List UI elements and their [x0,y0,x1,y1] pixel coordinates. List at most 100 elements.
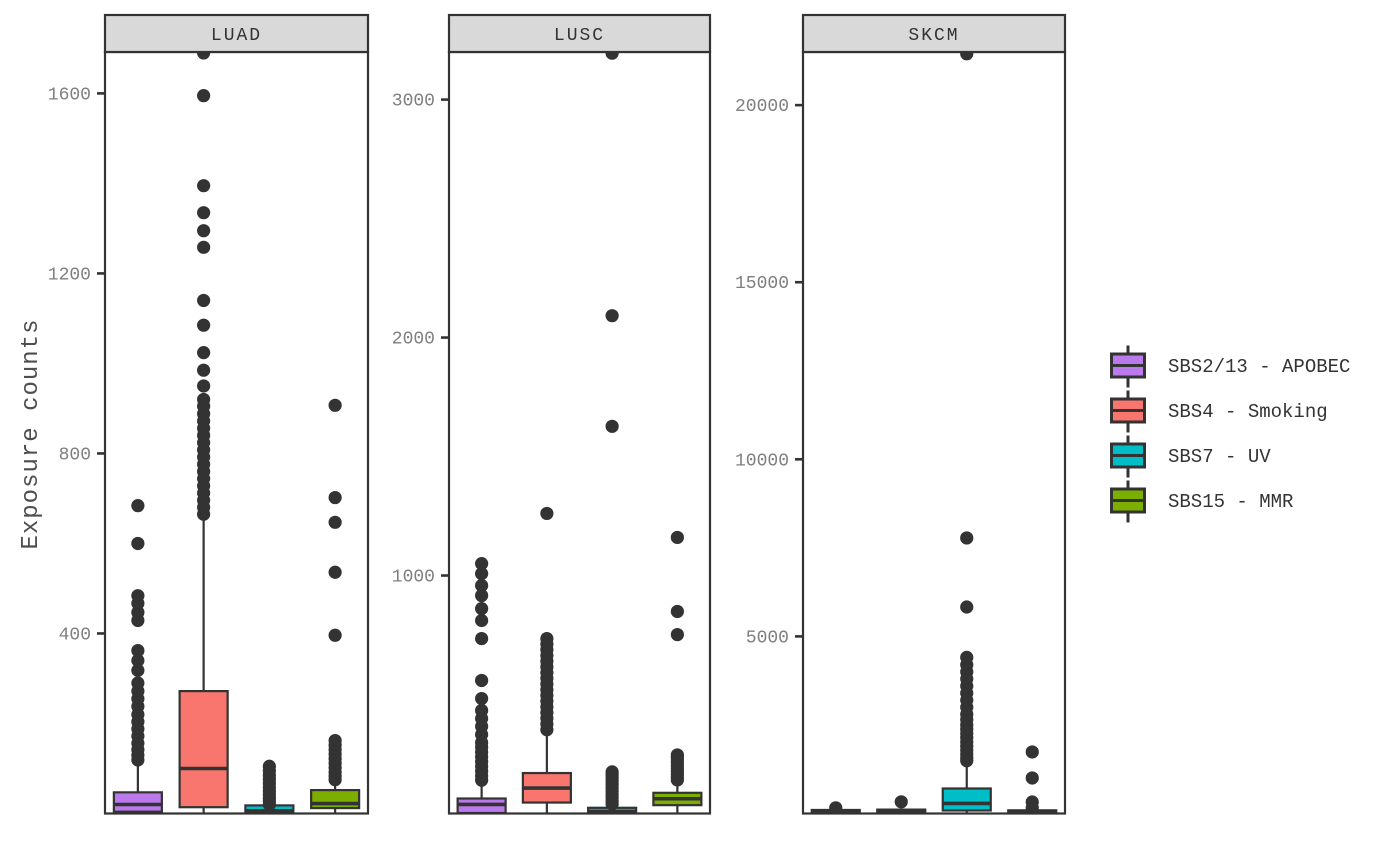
facet-strip-title: LUSC [554,26,605,46]
outlier-point [475,673,489,688]
y-axis-title: Exposure counts [18,318,45,550]
outlier-point [197,179,211,193]
outlier-point [197,293,211,308]
outlier-point [131,663,145,677]
boxplot-LUAD-SBS2/13 [112,499,163,814]
legend-item: SBS7 - UV [1108,434,1350,479]
outlier-point [540,631,554,646]
legend-item: SBS4 - Smoking [1108,389,1350,434]
y-axis-tick-label: 10000 [735,451,789,471]
panel-background [803,52,1065,814]
outlier-point [475,557,489,571]
facet-strip [447,13,712,54]
outlier-point [960,531,974,545]
y-axis-tick-label: 2000 [392,330,435,350]
boxplot-key-icon [1110,480,1146,523]
outlier-point [328,398,342,412]
y-axis-tick-label: 20000 [735,97,789,117]
outlier-point [475,602,489,616]
boxplot-LUSC-SBS2/13 [456,557,507,814]
outlier-point [670,604,684,619]
outlier-point [197,206,211,220]
facet-strip-title: SKCM [908,26,959,46]
boxplot-key-icon [1110,390,1146,433]
outlier-point [475,613,489,628]
outlier-point [1025,745,1039,759]
facet-panel-SKCM: 5000 10000 15000 20000 SKCM [735,13,1067,815]
outlier-point [131,653,145,668]
boxplot-key-icon [1110,435,1146,478]
outlier-point [475,691,489,706]
facet-strip [801,13,1067,54]
outlier-point [605,309,619,323]
outlier-point [131,536,145,551]
outlier-point [670,627,684,642]
outlier-point [670,748,684,762]
outlier-point [262,759,276,773]
y-axis-tick-label: 3000 [392,92,435,112]
outlier-point [960,600,974,614]
outlier-point [131,643,145,658]
legend-label: SBS7 - UV [1168,445,1271,468]
panel-background [449,52,710,814]
outlier-point [829,801,843,814]
boxplot-LUSC-SBS7 [587,52,638,814]
boxplot-LUSC-SBS4 [521,506,572,814]
boxplot-LUAD-SBS15 [310,398,361,814]
outlier-point [475,567,489,581]
outlier-point [197,363,211,377]
outlier-point [197,89,211,103]
outlier-point [605,419,619,433]
legend: SBS2/13 - APOBEC SBS4 - Smoking SBS7 - UV S… [1108,344,1350,524]
y-axis-tick-label: 15000 [735,274,789,294]
outlier-point [475,588,489,603]
outlier-point [131,589,145,603]
y-axis-tick-label: 800 [59,445,91,465]
legend-item: SBS2/13 - APOBEC [1108,344,1350,389]
outlier-point [328,733,342,748]
legend-label: SBS15 - MMR [1168,490,1294,513]
outlier-point [605,765,619,779]
outlier-point [475,631,489,646]
outlier-point [131,499,145,513]
outlier-point [960,650,974,665]
outlier-point [197,240,211,254]
panel-background [105,52,368,814]
y-axis-tick-label: 5000 [746,628,789,648]
boxplot-LUAD-SBS7 [244,759,295,814]
outlier-point [328,565,342,579]
legend-label: SBS4 - Smoking [1168,400,1328,423]
outlier-point [894,795,908,809]
outlier-point [540,506,554,521]
y-axis-tick-label: 1000 [392,568,435,588]
facet-panel-LUSC: 1000 2000 3000 LUSC [392,13,712,815]
outlier-point [328,515,342,529]
outlier-point [1025,795,1039,809]
outlier-point [605,52,619,60]
legend-item: SBS15 - MMR [1108,479,1350,524]
boxplot-key-icon [1110,345,1146,388]
outlier-point [328,628,342,642]
outlier-point [475,703,489,718]
outlier-point [475,578,489,593]
boxplot-LUSC-SBS15 [652,530,703,814]
boxplot-SKCM-SBS7 [941,52,992,814]
legend-label: SBS2/13 - APOBEC [1168,355,1351,378]
outlier-point [960,52,974,61]
y-axis-tick-label: 400 [59,625,91,645]
outlier-point [197,379,211,393]
outlier-point [1025,771,1039,785]
facet-panel-LUAD: 400 800 1200 1600 LUAD [48,13,370,815]
outlier-point [197,318,211,332]
outlier-point [197,52,211,60]
boxplot-LUAD-SBS4 [178,52,229,814]
y-axis-tick-label: 1600 [48,85,91,105]
facet-strip [103,13,370,54]
facet-strip-title: LUAD [211,26,262,46]
outlier-point [197,392,211,407]
outlier-point [328,490,342,505]
outlier-point [670,530,684,545]
outlier-point [197,224,211,238]
